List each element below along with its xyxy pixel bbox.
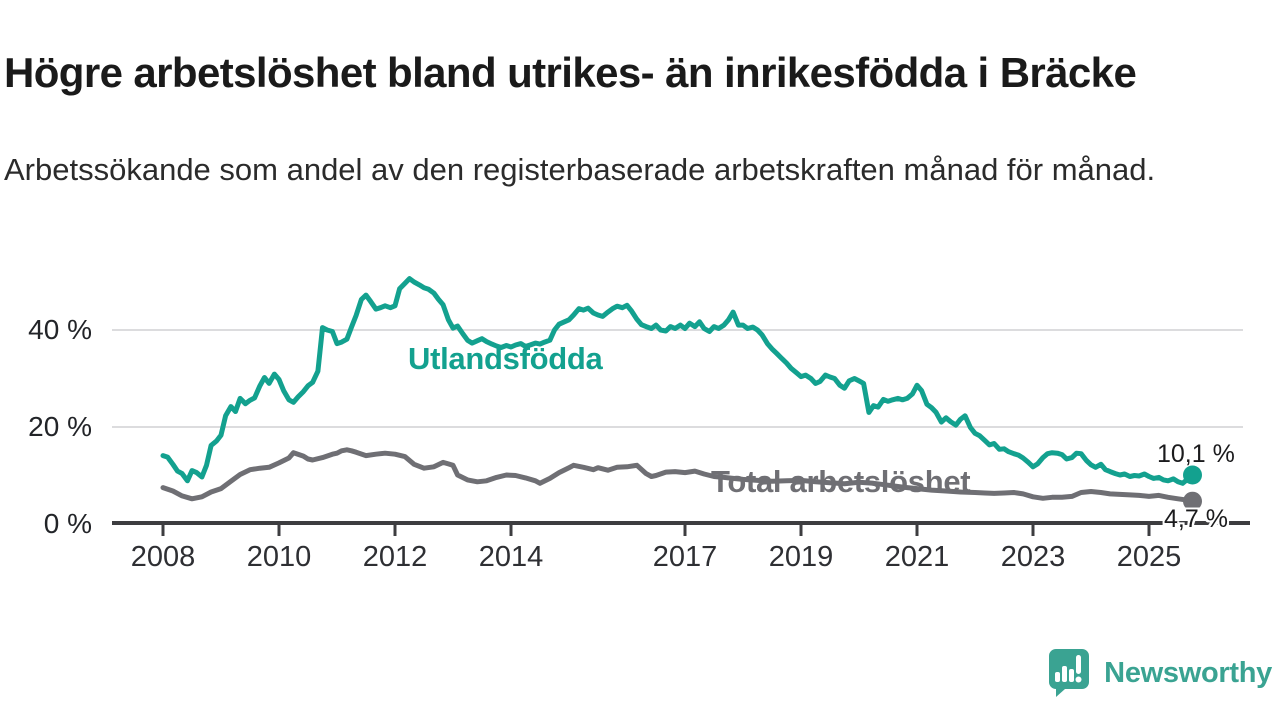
chart-subtitle: Arbetssökande som andel av den registerb…: [4, 152, 1156, 187]
series-end-dot-0: [1183, 465, 1202, 485]
brand-name: Newsworthy: [1104, 656, 1272, 689]
brand-footer: Newsworthy: [1046, 648, 1272, 698]
x-tick-label: 2025: [1116, 541, 1182, 573]
x-axis-tick-mark: [1031, 525, 1035, 536]
x-tick-label: 2019: [768, 541, 834, 573]
y-tick-label: 0 %: [43, 508, 92, 539]
x-axis-tick-mark: [683, 525, 687, 536]
x-axis-tick-mark: [277, 525, 281, 536]
x-axis-tick-mark: [509, 525, 513, 536]
series-line-1: [160, 447, 1195, 504]
x-tick-label: 2010: [246, 541, 312, 573]
series-line-0: [160, 276, 1195, 486]
x-axis-tick-mark: [161, 525, 165, 536]
series-label-total-arbetsloshet: Total arbetslöshet: [711, 464, 971, 499]
end-value-label-total-arbetsloshet: 4,7 %: [1164, 505, 1228, 533]
x-tick-label: 2021: [884, 541, 950, 573]
x-axis-tick-mark: [393, 525, 397, 536]
x-tick-label: 2012: [362, 541, 428, 573]
x-tick-label: 2014: [478, 541, 544, 573]
x-axis-tick-mark: [915, 525, 919, 536]
x-tick-label: 2008: [130, 541, 196, 573]
x-axis-tick-mark: [1147, 525, 1151, 536]
series-end-dot-1: [1183, 491, 1202, 511]
x-axis-tick-mark: [799, 525, 803, 536]
end-value-label-utlandsfodda: 10,1 %: [1157, 440, 1235, 468]
newsworthy-logo-icon: [1049, 649, 1090, 697]
chart-title: Högre arbetslöshet bland utrikes- än inr…: [4, 49, 1137, 97]
x-tick-label: 2017: [652, 541, 718, 573]
series-label-utlandsfodda: Utlandsfödda: [408, 341, 603, 376]
y-tick-label: 20 %: [28, 411, 92, 442]
y-tick-label: 40 %: [28, 314, 92, 345]
x-tick-label: 2023: [1000, 541, 1066, 573]
